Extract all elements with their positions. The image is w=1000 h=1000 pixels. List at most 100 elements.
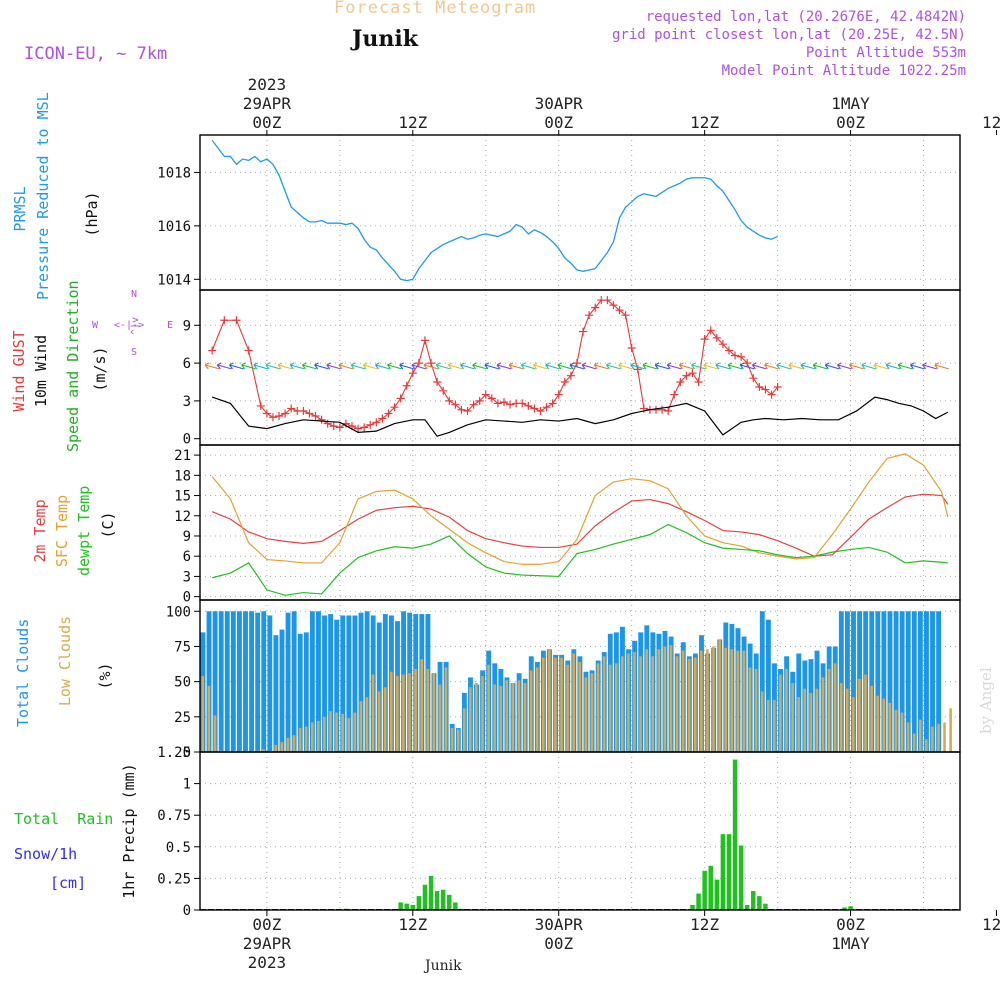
total-cloud-bar bbox=[887, 611, 893, 752]
low-cloud-bar bbox=[444, 667, 448, 752]
footer-location: Junik bbox=[425, 958, 462, 974]
temp-unit: (C) bbox=[99, 511, 117, 539]
bottom-time-label: 00Z bbox=[544, 934, 573, 953]
low-cloud-bar bbox=[602, 656, 606, 752]
total-cloud-bar bbox=[376, 622, 382, 752]
wind-direction-arrow bbox=[241, 362, 256, 370]
low-cloud-bar bbox=[931, 726, 934, 752]
low-cloud-bar bbox=[888, 702, 892, 752]
wind-gust-marker bbox=[311, 412, 320, 421]
total-cloud-bar bbox=[279, 629, 285, 752]
clouds-unit: (%) bbox=[96, 662, 114, 690]
temp-dewpt-line bbox=[212, 523, 948, 596]
wind-direction-arrow bbox=[606, 362, 621, 370]
low-cloud-bar bbox=[608, 664, 612, 752]
pressure-label-prmsl: PRMSL bbox=[11, 186, 29, 232]
total-cloud-bar bbox=[917, 611, 923, 752]
wind-direction-arrow bbox=[289, 362, 305, 370]
wind-gust-marker bbox=[414, 359, 423, 368]
rain-bar bbox=[744, 904, 750, 910]
panel-frames bbox=[199, 134, 961, 911]
low-cloud-bar bbox=[791, 683, 794, 752]
low-cloud-bar bbox=[365, 697, 369, 752]
total-cloud-bar bbox=[352, 615, 358, 752]
pressure-line bbox=[211, 139, 778, 282]
top-time-label: 00Z bbox=[836, 113, 865, 132]
low-cloud-bar bbox=[359, 701, 363, 752]
wind-direction-arrow bbox=[533, 362, 548, 370]
total-cloud-bar bbox=[243, 611, 248, 752]
low-cloud-bar bbox=[657, 649, 661, 752]
low-cloud-bar bbox=[760, 691, 764, 752]
total-cloud-bar bbox=[316, 611, 321, 752]
panel-frame bbox=[199, 134, 961, 291]
low-cloud-bar bbox=[584, 677, 588, 752]
wind-direction-arrow bbox=[776, 362, 791, 370]
low-cloud-bar bbox=[712, 646, 715, 752]
wind-direction-arrow bbox=[277, 362, 293, 370]
wind-gust-marker bbox=[706, 326, 715, 335]
wind-unit: (m/s) bbox=[91, 346, 109, 392]
rain-bar bbox=[398, 902, 403, 910]
low-cloud-bar bbox=[754, 668, 758, 752]
low-cloud-bar bbox=[201, 676, 205, 752]
wind-gust-marker bbox=[384, 409, 393, 418]
wind-gust-marker bbox=[244, 346, 253, 355]
low-cloud-bar bbox=[304, 726, 308, 752]
wind-gust-marker bbox=[281, 409, 290, 418]
location-title: Junik bbox=[352, 26, 418, 52]
top-time-label: 00Z bbox=[544, 113, 573, 132]
total-cloud-bar bbox=[936, 611, 942, 752]
wind-direction-arrow bbox=[873, 362, 889, 370]
rain-bar bbox=[440, 889, 446, 910]
low-cloud-bar bbox=[839, 683, 843, 752]
wind-gust-marker bbox=[743, 359, 752, 368]
low-cloud-bar bbox=[511, 683, 515, 752]
top-time-label: 29APR bbox=[243, 94, 292, 113]
total-cloud-bar bbox=[218, 611, 224, 752]
low-cloud-bar bbox=[535, 667, 539, 752]
y-tick-label: 1018 bbox=[157, 165, 191, 181]
wind-gust-marker bbox=[712, 333, 721, 342]
total-cloud-bar bbox=[382, 614, 388, 752]
wind-gust-marker bbox=[542, 403, 551, 412]
chart-title: Forecast Meteogram bbox=[334, 0, 537, 18]
low-cloud-bar bbox=[450, 728, 454, 752]
low-cloud-bar bbox=[280, 742, 284, 752]
rain-bar bbox=[453, 902, 458, 910]
rain-bar bbox=[763, 903, 768, 910]
low-cloud-bar bbox=[408, 673, 411, 752]
time-axes: 202329APR00Z12Z30APR00Z12Z1MAY00Z12Z00Z2… bbox=[243, 75, 1000, 972]
rain-bar bbox=[410, 904, 416, 910]
total-clouds-label: Total Clouds bbox=[14, 618, 32, 727]
wind-gust-marker bbox=[530, 404, 539, 413]
low-cloud-bar bbox=[353, 712, 357, 752]
y-tick-label: 0 bbox=[183, 432, 191, 448]
low-cloud-bar bbox=[389, 671, 393, 752]
wind-gust-marker bbox=[755, 383, 764, 392]
low-cloud-bar bbox=[894, 709, 898, 752]
total-cloud-bar bbox=[309, 611, 315, 752]
requested-coords: requested lon,lat (20.2676E, 42.4842N) bbox=[645, 9, 966, 25]
wind-gust-marker bbox=[694, 377, 703, 386]
low-cloud-bar bbox=[718, 639, 721, 752]
wind-gust-marker bbox=[439, 386, 448, 395]
wind-direction-arrow bbox=[581, 362, 597, 370]
low-cloud-bar bbox=[797, 697, 800, 752]
wind-gust-marker bbox=[682, 371, 691, 380]
total-cloud-bar bbox=[881, 611, 887, 752]
wind-gust-marker bbox=[603, 296, 612, 305]
low-clouds-label: Low Clouds bbox=[56, 615, 74, 707]
total-cloud-bar bbox=[899, 611, 905, 752]
low-cloud-bar bbox=[548, 649, 551, 752]
compass-west: W bbox=[92, 320, 99, 331]
wind-gust-marker bbox=[305, 409, 314, 418]
top-time-label: 1MAY bbox=[831, 94, 870, 113]
wind-gust-marker bbox=[493, 399, 502, 408]
rain-bar bbox=[416, 896, 422, 910]
wind-direction-arrow bbox=[520, 362, 536, 370]
compass-horizontal-arrow: <-|-> bbox=[114, 320, 145, 331]
wind-gust-marker bbox=[268, 413, 277, 422]
low-cloud-bar bbox=[341, 714, 344, 752]
